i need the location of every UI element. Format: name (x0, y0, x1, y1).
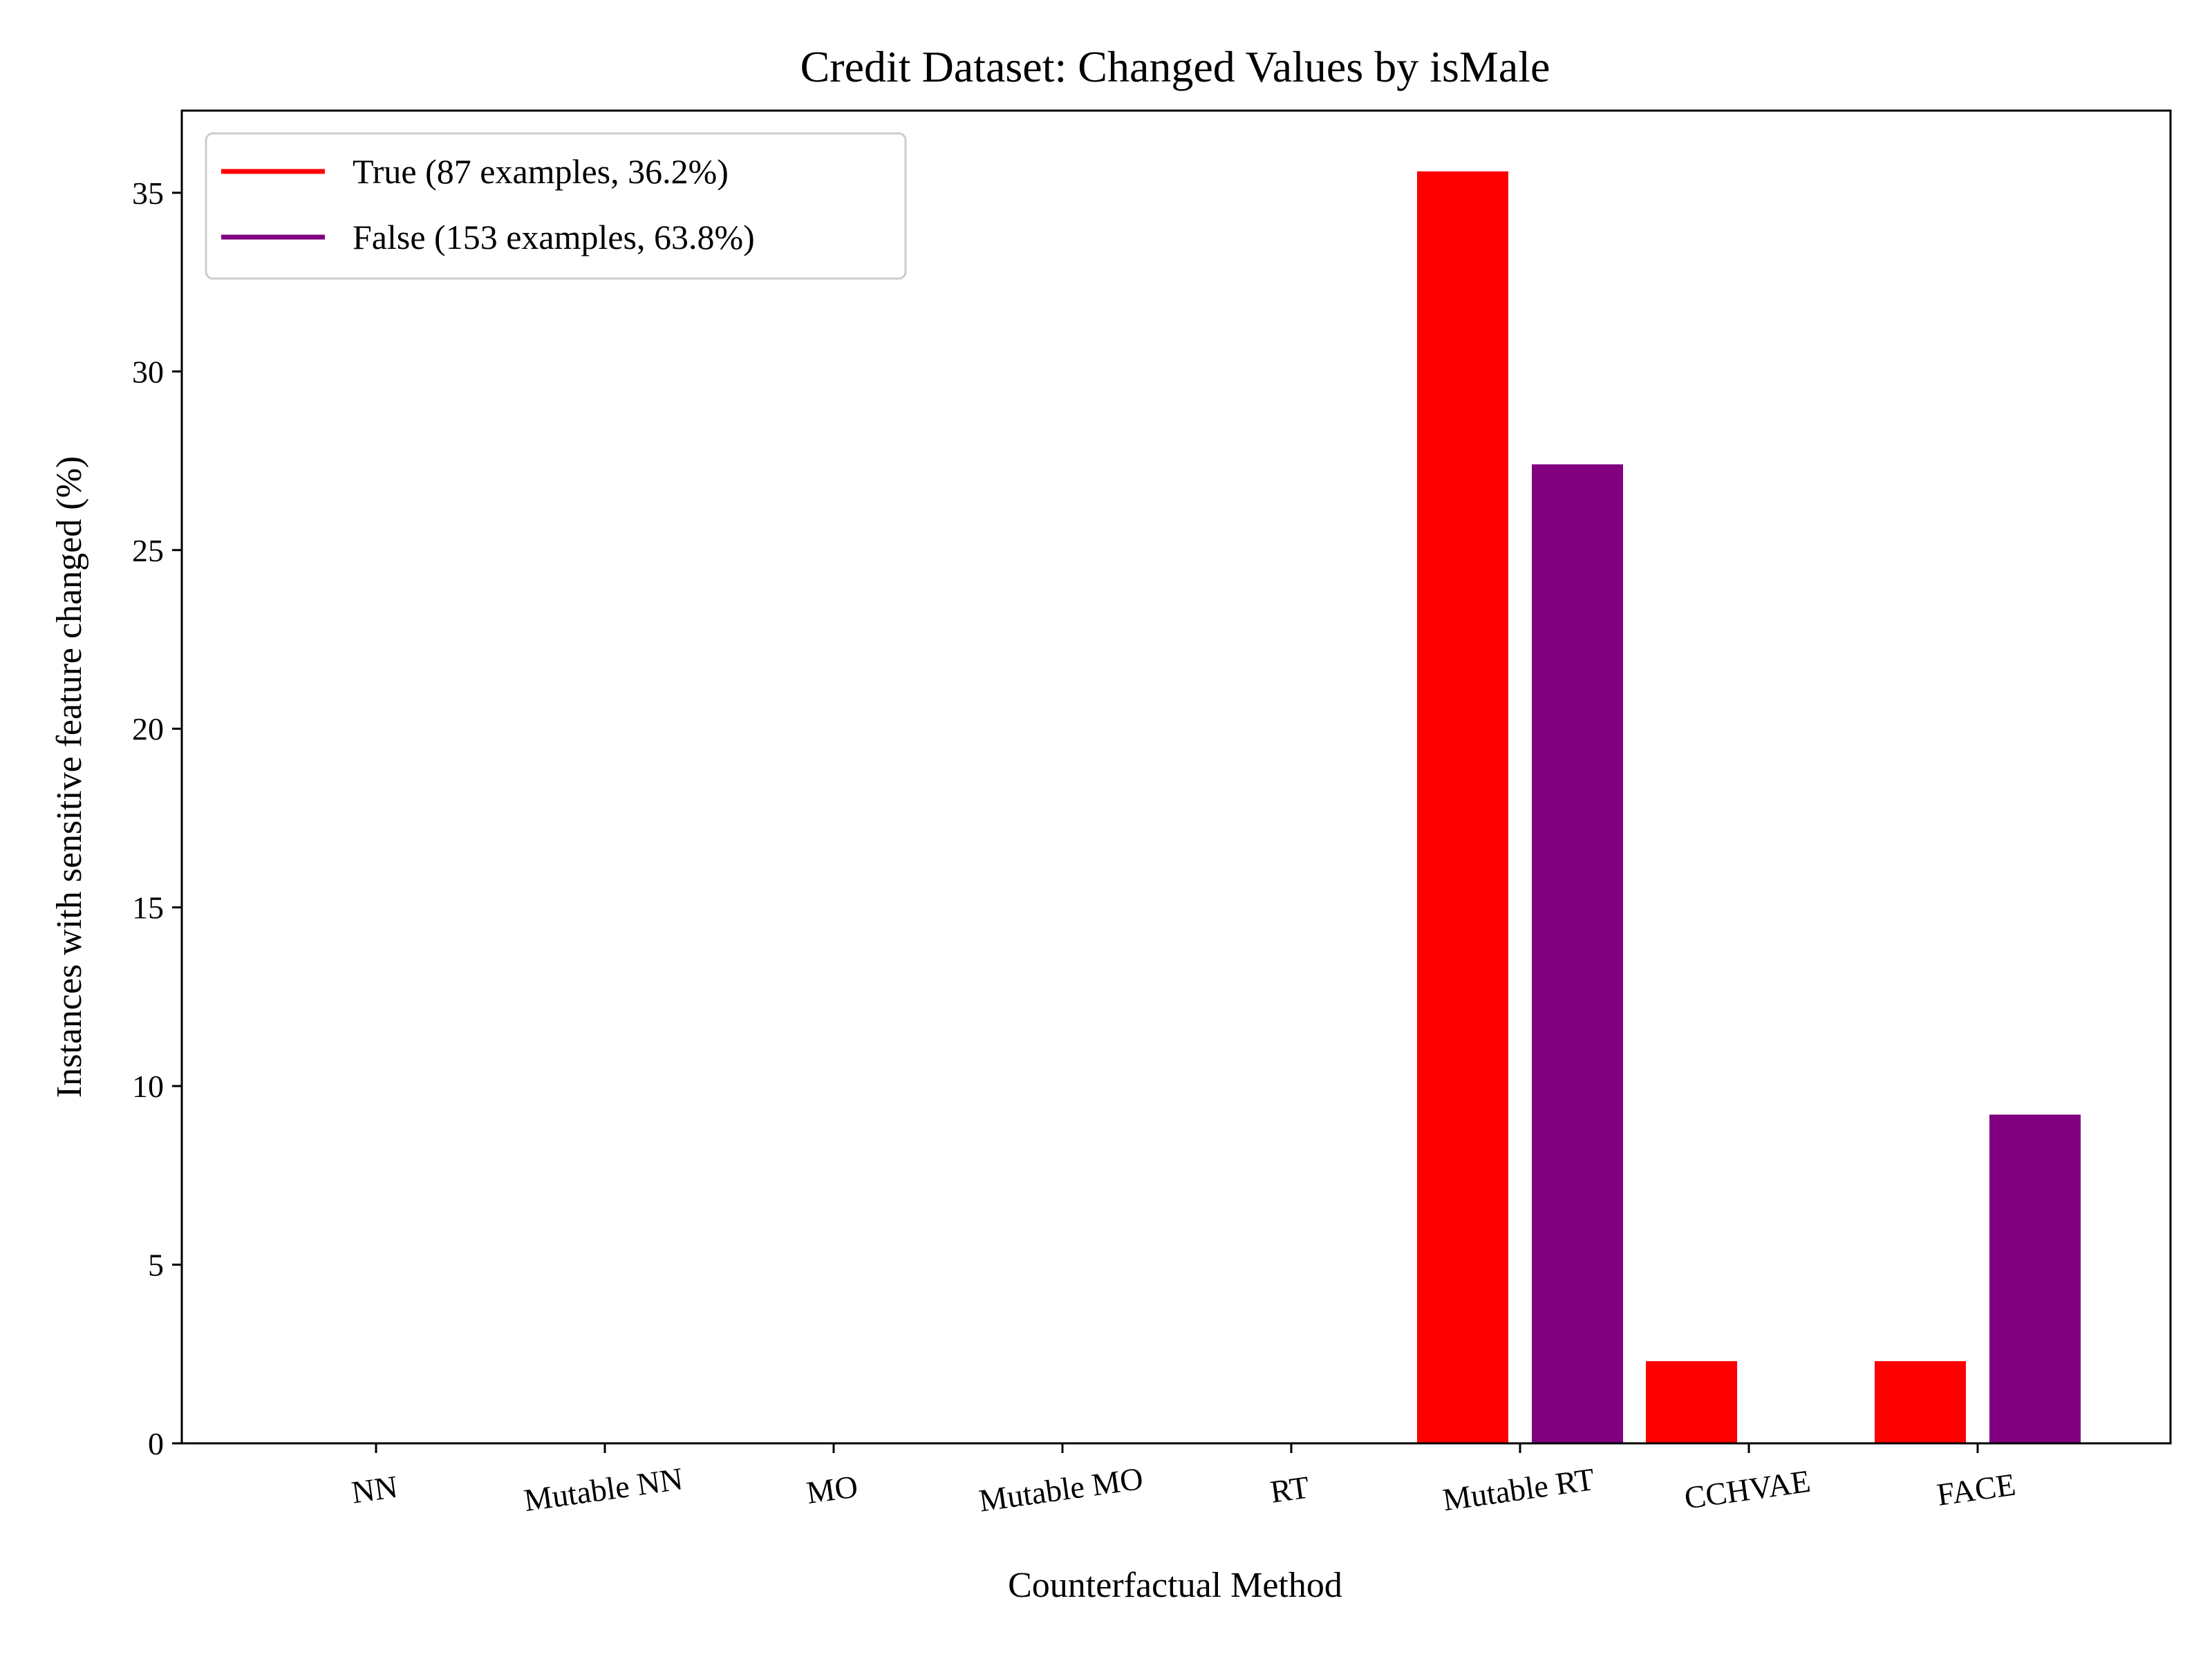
legend-label-false: False (153 examples, 63.8%) (353, 218, 755, 256)
y-tick-label: 5 (148, 1248, 164, 1283)
legend-label-true: True (87 examples, 36.2%) (353, 152, 729, 191)
plot-frame (180, 109, 2172, 1445)
y-tick-label: 10 (132, 1069, 164, 1104)
bar-true-cchvae (1646, 1361, 1737, 1443)
chart-title: Credit Dataset: Changed Values by isMale (800, 42, 1550, 91)
y-tick-label: 15 (132, 890, 164, 926)
x-tick-label: RT (1268, 1470, 1312, 1510)
bar-true-face (1875, 1361, 1966, 1443)
x-tick-label: MO (805, 1468, 861, 1510)
bar-false-mutable-rt (1532, 464, 1623, 1444)
x-axis-label: Counterfactual Method (1008, 1566, 1342, 1605)
y-tick-label: 30 (132, 354, 164, 389)
x-tick-label: NN (349, 1469, 400, 1510)
y-axis-label: Instances with sensitive feature changed… (50, 456, 89, 1098)
y-tick-label: 20 (132, 711, 164, 747)
bars (1417, 171, 2081, 1444)
legend: True (87 examples, 36.2%) False (153 exa… (205, 132, 907, 280)
legend-frame (205, 132, 907, 280)
y-tick-label: 25 (132, 533, 164, 568)
bar-true-mutable-rt (1417, 171, 1508, 1443)
y-tick-label: 0 (148, 1426, 164, 1461)
bar-false-face (1989, 1114, 2081, 1443)
y-axis: 0 5 10 15 20 25 30 35 (132, 176, 182, 1461)
y-tick-label: 35 (132, 176, 164, 211)
